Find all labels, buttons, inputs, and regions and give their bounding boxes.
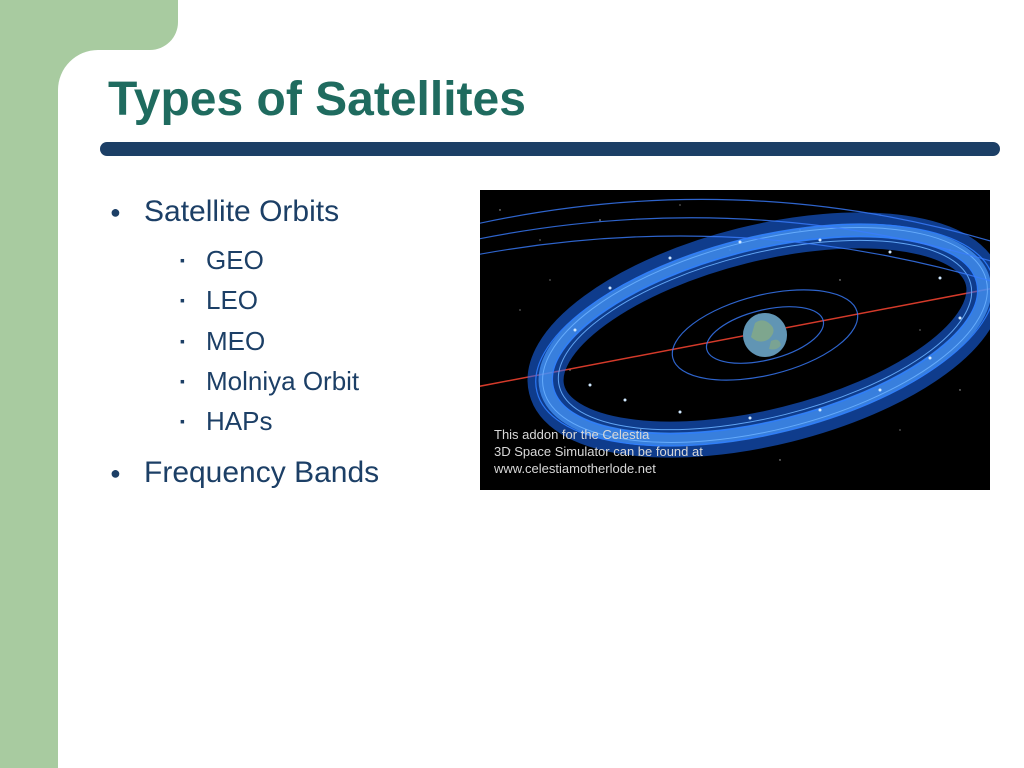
bullet-content: Satellite Orbits GEO LEO MEO Molniya Orb… [110,188,470,497]
bullet-label: Frequency Bands [144,456,379,489]
orbit-figure: This addon for the Celestia 3D Space Sim… [480,190,990,490]
sub-bullet: HAPs [180,401,470,441]
corner-tab [58,0,178,50]
sub-bullet: Molniya Orbit [180,361,470,401]
sub-bullet: MEO [180,321,470,361]
sub-bullet: GEO [180,240,470,280]
bullet-satellite-orbits: Satellite Orbits GEO LEO MEO Molniya Orb… [110,188,470,441]
bullet-label: Satellite Orbits [144,195,339,228]
title-underline [100,142,1000,156]
corner-notch [58,50,98,90]
bullet-frequency-bands: Frequency Bands [110,449,470,497]
sub-bullet: LEO [180,280,470,320]
figure-caption: This addon for the Celestia 3D Space Sim… [494,427,703,478]
slide-title: Types of Satellites [108,72,526,127]
sidebar-accent [0,0,58,768]
